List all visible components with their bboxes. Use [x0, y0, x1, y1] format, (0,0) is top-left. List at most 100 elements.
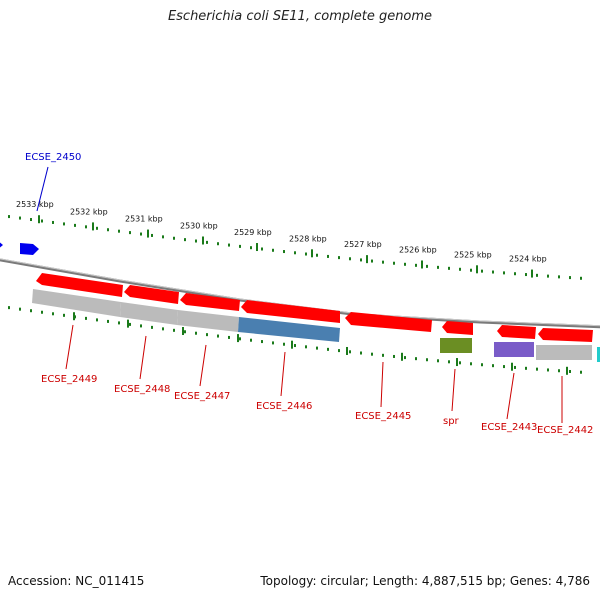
feature-block-spr[interactable] — [440, 338, 472, 353]
inner-ruler-dot — [569, 369, 571, 373]
gene-leader-ECSE_2447 — [199, 344, 207, 387]
inner-ruler-dot — [107, 319, 109, 323]
outer-ruler-dot — [52, 220, 54, 224]
inner-ruler-dot — [96, 318, 98, 322]
cds-arrow-offscreen[interactable] — [0, 240, 3, 250]
inner-ruler-dot — [228, 335, 230, 339]
inner-ruler-dot — [481, 363, 483, 367]
inner-ruler-dot — [85, 316, 87, 320]
inner-ruler-dot — [206, 333, 208, 337]
cds-arrow-ECSE_2449[interactable] — [36, 273, 123, 297]
cds-arrow-ECSE_2447[interactable] — [180, 293, 240, 311]
outer-ruler-dot — [580, 276, 582, 280]
gene-label-ECSE_2443: ECSE_2443 — [481, 422, 537, 433]
inner-ruler-dot — [558, 369, 560, 373]
inner-ruler-major-tick — [237, 334, 239, 343]
outer-ruler-major-tick — [476, 265, 478, 274]
outer-ruler-dot — [327, 254, 329, 258]
outer-ruler-dot — [217, 242, 219, 246]
ruler-tick-label: 2527 kbp — [344, 240, 382, 249]
ruler-tick-label: 2529 kbp — [234, 228, 272, 237]
outer-ruler-dot — [19, 216, 21, 220]
inner-ruler-dot — [151, 325, 153, 329]
outer-ruler-dot — [305, 252, 307, 256]
inner-ruler-dot — [349, 350, 351, 354]
outer-ruler-dot — [151, 233, 153, 237]
inner-ruler-dot — [404, 356, 406, 360]
outer-ruler-dot — [206, 240, 208, 244]
inner-ruler-dot — [503, 365, 505, 369]
inner-ruler-major-tick — [127, 319, 129, 328]
inner-ruler-dot — [184, 330, 186, 334]
feature-block-offscreen[interactable] — [597, 347, 600, 362]
outer-ruler-major-tick — [147, 229, 149, 238]
outer-ruler-dot — [8, 215, 10, 219]
outer-ruler-dot — [41, 219, 43, 223]
gene-label-ECSE_2445: ECSE_2445 — [355, 411, 411, 422]
gene-label-ECSE_2449: ECSE_2449 — [41, 374, 97, 385]
feature-block-ECSE_2449[interactable] — [32, 289, 121, 317]
feature-block-ECSE_2446[interactable] — [238, 317, 340, 342]
gene-label-ECSE_2446: ECSE_2446 — [256, 401, 312, 412]
outer-ruler-dot — [316, 253, 318, 257]
inner-ruler-dot — [415, 357, 417, 361]
outer-ruler-dot — [492, 270, 494, 274]
outer-ruler-dot — [404, 262, 406, 266]
outer-ruler-dot — [371, 259, 373, 263]
inner-ruler-dot — [514, 365, 516, 369]
feature-block-ECSE_2447[interactable] — [177, 310, 239, 332]
inner-ruler-dot — [327, 347, 329, 351]
outer-ruler-dot — [536, 273, 538, 277]
outer-ruler-dot — [272, 248, 274, 252]
cds-arrow-ECSE_2446[interactable] — [241, 300, 340, 323]
cds-arrow-ECSE_2445[interactable] — [345, 312, 432, 332]
outer-ruler-dot — [239, 244, 241, 248]
gene-label-ECSE_2448: ECSE_2448 — [114, 384, 170, 395]
outer-ruler-dot — [393, 261, 395, 265]
inner-ruler-major-tick — [511, 362, 513, 371]
inner-ruler-dot — [338, 349, 340, 353]
gene-label-ECSE_2442: ECSE_2442 — [537, 425, 593, 436]
feature-block-ECSE_2443[interactable] — [494, 342, 534, 357]
cds-arrow-ECSE_2443[interactable] — [497, 325, 536, 339]
ruler-tick-label: 2525 kbp — [454, 250, 492, 259]
outer-ruler-dot — [558, 275, 560, 279]
ruler-tick-label: 2533 kbp — [16, 200, 54, 209]
ruler-tick-label: 2530 kbp — [180, 222, 218, 231]
outer-ruler: 2533 kbp 2532 kbp 2531 kbp 2530 kbp 2529 kbp… — [8, 200, 582, 280]
outer-ruler-dot — [294, 251, 296, 255]
inner-ruler-dot — [536, 367, 538, 371]
outer-ruler-dot — [448, 266, 450, 270]
gene-leader-ECSE_2449 — [65, 324, 74, 370]
cds-arrow-ECSE_2442[interactable] — [538, 328, 593, 342]
inner-ruler-dot — [195, 331, 197, 335]
ruler-tick-label: 2526 kbp — [399, 245, 437, 254]
outer-ruler-dot — [140, 232, 142, 236]
inner-ruler-dot — [239, 337, 241, 341]
inner-ruler-dot — [19, 307, 21, 311]
gene-leader-ECSE_2446 — [280, 351, 286, 397]
outer-ruler-major-tick — [38, 215, 40, 224]
inner-ruler-dot — [382, 353, 384, 357]
cds-arrow-ECSE_2448[interactable] — [124, 285, 179, 304]
feature-block-ECSE_2442[interactable] — [536, 345, 592, 360]
inner-ruler-dot — [393, 354, 395, 358]
inner-ruler-dot — [437, 359, 439, 363]
gene-label-spr: spr — [443, 416, 460, 427]
inner-ruler-dot — [140, 324, 142, 328]
inner-ruler-dot — [173, 328, 175, 332]
feature-block-ECSE_2448[interactable] — [120, 302, 178, 325]
gene-leader-ECSE_2443 — [506, 372, 515, 420]
inner-ruler-dot — [525, 366, 527, 370]
outer-ruler-dot — [184, 238, 186, 242]
inner-ruler-major-tick — [291, 340, 293, 349]
gene-feature-ECSE_2450[interactable]: ECSE_2450 — [0, 152, 81, 255]
cds-arrow-spr[interactable] — [442, 321, 473, 335]
genome-summary-text: Topology: circular; Length: 4,887,515 bp… — [260, 574, 590, 588]
inner-ruler-dot — [316, 346, 318, 350]
outer-ruler-dot — [569, 276, 571, 280]
accession-text: Accession: NC_011415 — [8, 574, 145, 588]
cds-arrow-ECSE_2450[interactable] — [20, 243, 39, 255]
ruler-tick-label: 2524 kbp — [509, 255, 547, 264]
